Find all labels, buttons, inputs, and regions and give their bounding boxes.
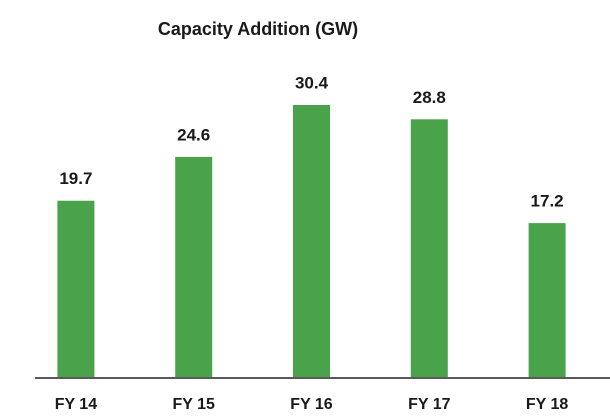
x-tick-label: FY 17: [408, 396, 451, 413]
x-tick-label: FY 14: [55, 396, 98, 413]
x-tick-label: FY 18: [526, 396, 569, 413]
value-label: 19.7: [59, 169, 92, 188]
bar: [175, 156, 213, 377]
bar: [293, 105, 330, 377]
bar: [528, 223, 566, 377]
value-label: 24.6: [177, 125, 210, 144]
x-tick-label: FY 16: [290, 396, 333, 413]
value-label: 17.2: [531, 192, 564, 211]
bar: [57, 200, 95, 377]
value-label: 30.4: [295, 73, 329, 92]
chart-title: Capacity Addition (GW): [158, 19, 358, 39]
value-label: 28.8: [413, 88, 446, 107]
x-tick-label: FY 15: [172, 396, 215, 413]
bar: [410, 119, 448, 377]
